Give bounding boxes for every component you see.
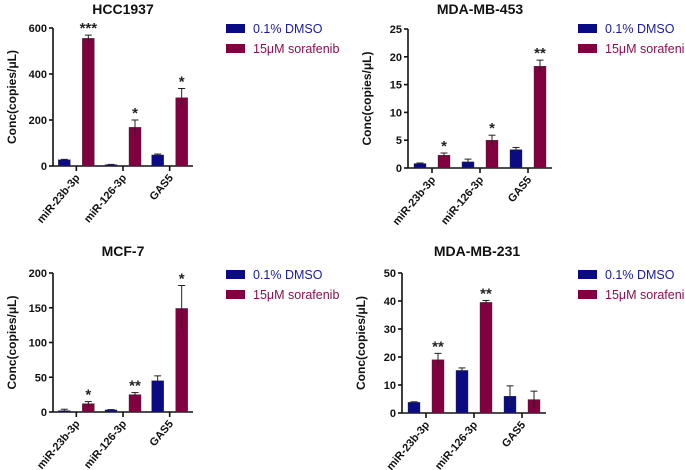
chart-title: HCC1937: [92, 1, 154, 17]
legend-swatch-dmso: [226, 270, 245, 279]
y-tick-label: 200: [29, 268, 47, 280]
legend-swatch-dmso: [578, 270, 597, 279]
y-tick-label: 50: [35, 372, 47, 384]
y-tick-label: 10: [390, 107, 402, 119]
x-tick-label: miR-23b-3p: [385, 419, 433, 470]
legend-swatch-dmso: [226, 24, 245, 33]
y-axis-label: Conc(copies/μL): [5, 295, 19, 389]
y-tick-label: 150: [29, 303, 47, 315]
legend-label-dmso: 0.1% DMSO: [605, 268, 675, 282]
x-tick-label: GAS5: [148, 418, 176, 449]
y-axis-label: Conc(copies/μL): [360, 51, 374, 145]
legend-label-dmso: 0.1% DMSO: [605, 22, 675, 36]
bar-sorafenib: [479, 302, 493, 414]
x-tick-label: miR-23b-3p: [35, 418, 83, 470]
legend-swatch-sorafenib: [578, 290, 597, 299]
chart-panel-2: MDA-MB-453 0 5 10 15 20 25 Conc(copies/μL) miR-2…: [360, 1, 685, 228]
x-tick-label: GAS5: [148, 172, 176, 203]
y-tick-label: 600: [29, 23, 47, 35]
y-tick-label: 5: [396, 135, 402, 147]
x-tick-label: miR-126-3p: [82, 172, 129, 225]
y-tick-label: 20: [384, 352, 396, 364]
bar-sorafenib: [82, 38, 95, 167]
bar-dmso: [58, 159, 71, 167]
legend-label-dmso: 0.1% DMSO: [253, 22, 323, 36]
x-tick-label: miR-23b-3p: [35, 172, 83, 226]
significance-label: **: [480, 285, 492, 302]
significance-label: *: [179, 73, 185, 90]
chart-title: MCF-7: [102, 243, 145, 259]
legend-label-sorafenib: 15μM sorafenib: [605, 288, 685, 302]
y-tick-label: 20: [390, 52, 402, 64]
significance-label: **: [432, 338, 444, 355]
bar-sorafenib: [128, 394, 142, 413]
significance-label: ***: [80, 20, 98, 37]
y-tick-label: 0: [396, 163, 402, 175]
x-tick-label: GAS5: [506, 174, 534, 205]
legend-label-sorafenib: 15μM sorafenib: [253, 288, 339, 302]
y-tick-label: 15: [390, 80, 402, 92]
bar-dmso: [455, 370, 469, 414]
y-tick-label: 200: [29, 115, 47, 127]
y-tick-label: 40: [384, 296, 396, 308]
significance-label: **: [129, 378, 141, 395]
chart-panel-3: MCF-7 0 50 100 150 200 Conc(copies/μL) miR-23b-…: [5, 243, 339, 470]
x-tick-label: miR-23b-3p: [391, 174, 439, 228]
significance-label: *: [489, 120, 495, 137]
legend-swatch-sorafenib: [226, 290, 245, 299]
bar-sorafenib: [533, 66, 547, 169]
y-tick-label: 100: [29, 338, 47, 350]
y-tick-label: 0: [41, 161, 47, 173]
significance-label: *: [179, 271, 185, 288]
significance-label: *: [441, 138, 447, 155]
legend-swatch-sorafenib: [578, 44, 597, 53]
x-tick-label: miR-126-3p: [433, 419, 480, 470]
bar-dmso: [509, 149, 523, 169]
x-tick-label: miR-126-3p: [439, 174, 486, 227]
bar-dmso: [413, 163, 427, 169]
chart-title: MDA-MB-453: [437, 1, 524, 17]
legend-swatch-dmso: [578, 24, 597, 33]
y-tick-label: 10: [384, 380, 396, 392]
y-tick-label: 400: [29, 69, 47, 81]
bar-dmso: [407, 402, 421, 414]
legend-label-dmso: 0.1% DMSO: [253, 268, 323, 282]
legend-label-sorafenib: 15μM sorafenib: [605, 42, 685, 56]
bar-sorafenib: [431, 359, 445, 414]
y-tick-label: 0: [390, 408, 396, 420]
x-tick-label: miR-126-3p: [82, 418, 129, 470]
y-tick-label: 50: [384, 268, 396, 280]
x-tick-label: GAS5: [500, 419, 528, 450]
chart-title: MDA-MB-231: [434, 243, 521, 259]
y-axis-label: Conc(copies/μL): [5, 50, 19, 144]
legend-label-sorafenib: 15μM sorafenib: [253, 42, 339, 56]
legend-swatch-sorafenib: [226, 44, 245, 53]
bar-dmso: [151, 154, 164, 167]
significance-label: *: [85, 387, 91, 404]
y-tick-label: 0: [41, 407, 47, 419]
chart-panel-1: HCC1937 0 200 400 600 Conc(copies/μL) miR-23b-…: [5, 1, 339, 226]
chart-panel-4: MDA-MB-231 0 10 20 30 40 50 Conc(copies/μL) miR-…: [354, 243, 685, 470]
y-axis-label: Conc(copies/μL): [354, 296, 368, 390]
significance-label: **: [534, 45, 546, 62]
bar-sorafenib: [175, 97, 188, 167]
y-tick-label: 30: [384, 324, 396, 336]
y-tick-label: 25: [390, 24, 402, 36]
significance-label: *: [132, 105, 138, 122]
